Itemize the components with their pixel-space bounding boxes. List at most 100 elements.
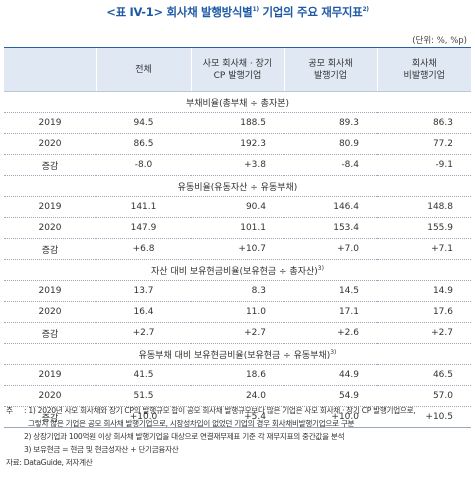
- row-label: 2019: [4, 364, 96, 386]
- table-cell: -8.4: [284, 154, 377, 176]
- title-text: 회사채 발행방식별: [162, 5, 253, 19]
- table-cell: 141.1: [96, 196, 191, 218]
- title-text-2: 기업의 주요 재무지표: [258, 5, 363, 19]
- section-header-row: 유동비율(유동자산 ÷ 유동부채): [4, 175, 471, 197]
- row-label: 2020: [4, 217, 96, 239]
- table-cell: 11.0: [191, 301, 284, 323]
- table-cell: 146.4: [284, 196, 377, 218]
- table-row: 증감 +6.8 +10.7 +7.0 +7.1: [4, 238, 471, 260]
- table-cell: 155.9: [377, 217, 471, 239]
- section-header-row: 유동부채 대비 보유현금비율(보유현금 ÷ 유동부채)3): [4, 343, 471, 365]
- row-label: 증감: [4, 154, 96, 176]
- table-cell: +6.8: [96, 238, 191, 260]
- table-row: 2020 86.5 192.3 80.9 77.2: [4, 133, 471, 155]
- row-label: 증감: [4, 238, 96, 260]
- table-cell: 77.2: [377, 133, 471, 155]
- table-title: <표 IV-1> 회사채 발행방식별1) 기업의 주요 재무지표2): [0, 4, 475, 20]
- table-cell: 54.9: [284, 385, 377, 407]
- table-cell: 57.0: [377, 385, 471, 407]
- header-non-issuer: 회사채 비발행기업: [376, 47, 471, 92]
- row-label: 2019: [4, 112, 96, 134]
- header-corner: [4, 47, 96, 92]
- table-cell: +10.7: [191, 238, 284, 260]
- footnote-2: 2) 상장기업과 100억원 이상 회사채 발행기업을 대상으로 연결재무제표 …: [24, 432, 345, 441]
- footnote-1a: 주: 1) 2020년 사모 회사채와 장기 CP의 발행규모 합이 공모 회사…: [6, 406, 416, 415]
- row-label: 증감: [4, 406, 96, 428]
- footnote-1b: 그렇지 않은 기업은 공모 회사채 발행기업으로, 시장성차입이 없었던 기업의…: [28, 419, 355, 428]
- table-cell: -9.1: [377, 154, 471, 176]
- table-cell: 24.0: [191, 385, 284, 407]
- table-cell: 51.5: [96, 385, 191, 407]
- row-label: 2020: [4, 133, 96, 155]
- section-title: 자산 대비 보유현금비율(보유현금 ÷ 총자산)3): [4, 259, 471, 281]
- table-cell: 86.5: [96, 133, 191, 155]
- table-cell: +7.1: [377, 238, 471, 260]
- row-label: 2020: [4, 385, 96, 407]
- table-cell: 80.9: [284, 133, 377, 155]
- table-row: 2020 147.9 101.1 153.4 155.9: [4, 217, 471, 239]
- table-row: 증감 +10.0 +5.4 +10.0 +10.5: [4, 406, 471, 428]
- table-cell: 16.4: [96, 301, 191, 323]
- header-private-cp: 사모 회사채 · 장기 CP 발행기업: [190, 47, 284, 92]
- table-row: 2019 94.5 188.5 89.3 86.3: [4, 112, 471, 134]
- table-cell: 41.5: [96, 364, 191, 386]
- section-footnote: 3): [317, 264, 324, 272]
- table-cell: 86.3: [377, 112, 471, 134]
- table-row: 증감 +2.7 +2.7 +2.6 +2.7: [4, 322, 471, 344]
- financial-indicators-table: 전체 사모 회사채 · 장기 CP 발행기업 공모 회사채 발행기업 회사채 비발행기…: [4, 47, 471, 428]
- table-cell: +3.8: [191, 154, 284, 176]
- footnote-3: 3) 보유현금 = 현금 및 현금성자산 + 단기금융자산: [24, 445, 179, 454]
- footnotes: 주: 1) 2020년 사모 회사채와 장기 CP의 발행규모 합이 공모 회사…: [6, 404, 468, 469]
- table-cell: 153.4: [284, 217, 377, 239]
- section-title: 부채비율(총부채 ÷ 총자본): [4, 91, 471, 113]
- table-cell: +2.7: [96, 322, 191, 344]
- table-cell: +10.5: [377, 406, 471, 428]
- table-cell: 17.1: [284, 301, 377, 323]
- table-row: 2019 13.7 8.3 14.5 14.9: [4, 280, 471, 302]
- table-cell: 90.4: [191, 196, 284, 218]
- row-label: 2020: [4, 301, 96, 323]
- table-cell: +2.6: [284, 322, 377, 344]
- section-title: 유동부채 대비 보유현금비율(보유현금 ÷ 유동부채)3): [4, 343, 471, 365]
- table-cell: 147.9: [96, 217, 191, 239]
- table-cell: 46.5: [377, 364, 471, 386]
- section-footnote: 3): [330, 348, 337, 356]
- header-total: 전체: [95, 47, 191, 92]
- table-row: 2019 41.5 18.6 44.9 46.5: [4, 364, 471, 386]
- table-cell: +7.0: [284, 238, 377, 260]
- table-cell: 44.9: [284, 364, 377, 386]
- table-cell: 89.3: [284, 112, 377, 134]
- table-number: <표 IV-1>: [106, 5, 163, 19]
- table-cell: +10.0: [96, 406, 191, 428]
- header-public-bond: 공모 회사채 발행기업: [283, 47, 377, 92]
- table-cell: 18.6: [191, 364, 284, 386]
- table-cell: +2.7: [377, 322, 471, 344]
- row-label: 증감: [4, 322, 96, 344]
- title-footnote-1: 1): [252, 6, 259, 14]
- table-row: 2019 141.1 90.4 146.4 148.8: [4, 196, 471, 218]
- table-cell: 94.5: [96, 112, 191, 134]
- table-cell: 192.3: [191, 133, 284, 155]
- table-cell: +10.0: [284, 406, 377, 428]
- table-cell: 188.5: [191, 112, 284, 134]
- table-cell: 13.7: [96, 280, 191, 302]
- table-row: 증감 -8.0 +3.8 -8.4 -9.1: [4, 154, 471, 176]
- table-cell: +5.4: [191, 406, 284, 428]
- section-header-row: 부채비율(총부채 ÷ 총자본): [4, 91, 471, 113]
- table-cell: -8.0: [96, 154, 191, 176]
- title-footnote-2: 2): [362, 6, 369, 14]
- header-row: 전체 사모 회사채 · 장기 CP 발행기업 공모 회사채 발행기업 회사채 비발행기…: [4, 47, 471, 92]
- table-cell: 14.5: [284, 280, 377, 302]
- source-note: 자료: DataGuide, 저자계산: [6, 458, 93, 467]
- unit-label: (단위: %, %p): [412, 36, 467, 46]
- table-cell: 148.8: [377, 196, 471, 218]
- section-title: 유동비율(유동자산 ÷ 유동부채): [4, 175, 471, 197]
- table-cell: +2.7: [191, 322, 284, 344]
- table-row: 2020 16.4 11.0 17.1 17.6: [4, 301, 471, 323]
- table-cell: 8.3: [191, 280, 284, 302]
- table-cell: 17.6: [377, 301, 471, 323]
- table-cell: 101.1: [191, 217, 284, 239]
- table-cell: 14.9: [377, 280, 471, 302]
- row-label: 2019: [4, 196, 96, 218]
- row-label: 2019: [4, 280, 96, 302]
